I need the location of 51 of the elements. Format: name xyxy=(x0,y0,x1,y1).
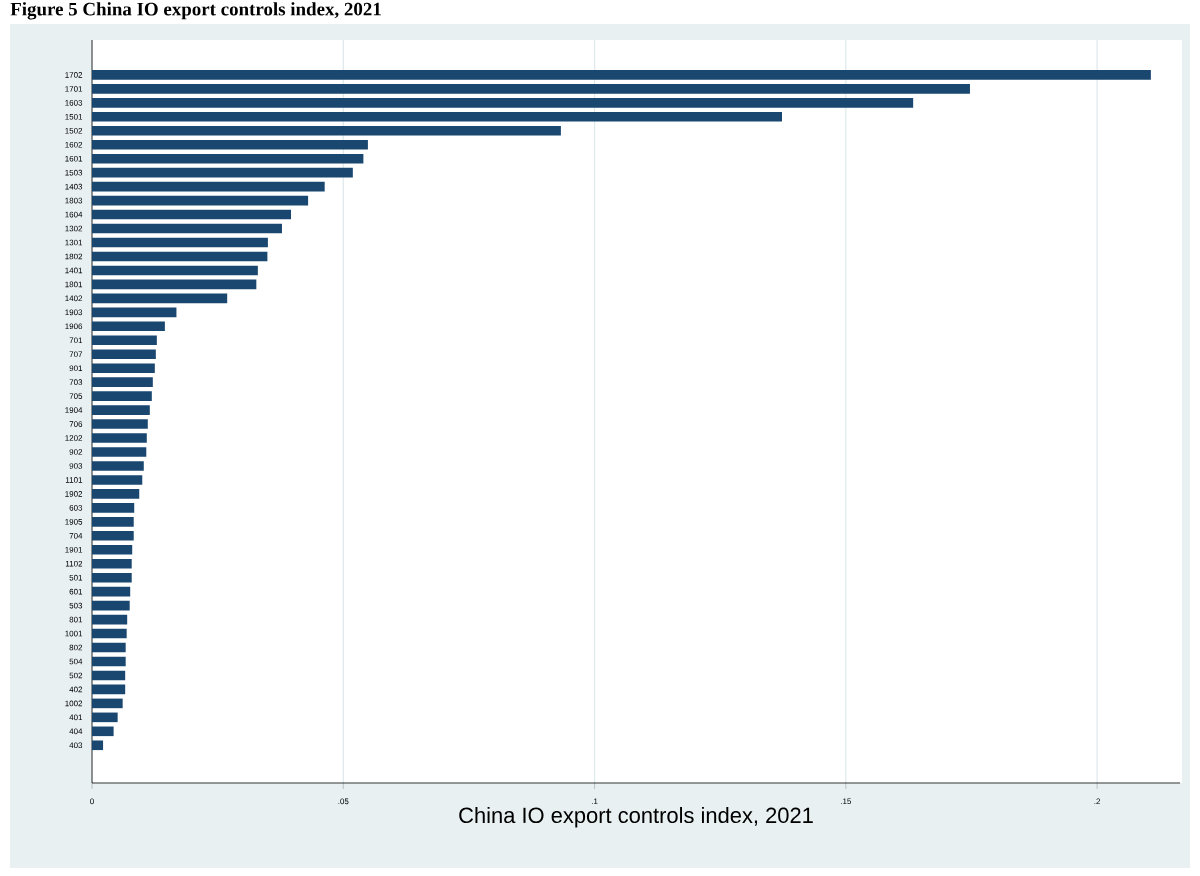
bar xyxy=(92,475,143,485)
bar xyxy=(92,740,104,751)
bar xyxy=(92,125,561,136)
bar xyxy=(92,712,118,723)
bar xyxy=(92,98,914,108)
bar xyxy=(92,335,157,346)
bar xyxy=(92,377,153,387)
bar xyxy=(92,195,309,206)
bar xyxy=(92,181,325,192)
bar xyxy=(92,628,127,639)
bar xyxy=(92,405,150,415)
bar xyxy=(92,698,123,709)
bar xyxy=(92,167,353,178)
bar xyxy=(92,223,282,234)
bar xyxy=(92,558,132,569)
bar xyxy=(92,684,126,695)
bar xyxy=(92,461,144,471)
x-axis-title: China IO export controls index, 2021 xyxy=(459,806,813,828)
bar xyxy=(92,209,292,220)
bar xyxy=(92,517,134,527)
bar xyxy=(92,293,228,304)
bar xyxy=(92,70,1151,80)
bar xyxy=(92,503,135,513)
bar xyxy=(92,489,140,499)
bar xyxy=(92,419,148,429)
bar xyxy=(92,139,368,150)
bar xyxy=(92,237,268,248)
bar xyxy=(92,726,114,737)
bar xyxy=(92,614,128,625)
bar xyxy=(92,586,131,597)
bar xyxy=(92,656,126,667)
bar xyxy=(92,84,970,94)
bar xyxy=(92,321,165,332)
bar xyxy=(92,670,126,681)
bar xyxy=(92,391,152,401)
bar xyxy=(92,642,126,653)
bar xyxy=(92,251,268,262)
bar xyxy=(92,433,147,443)
bar xyxy=(92,349,156,360)
chart-title: Figure 5 China IO export controls index, 2021 xyxy=(10,2,381,20)
bar xyxy=(92,307,177,318)
bar xyxy=(92,544,133,555)
bar xyxy=(92,265,258,276)
bar xyxy=(92,153,364,164)
bar xyxy=(92,572,132,583)
bar xyxy=(92,363,155,373)
bar xyxy=(92,112,782,122)
bar xyxy=(92,447,147,457)
bar xyxy=(92,279,257,290)
bar xyxy=(92,530,134,541)
bar xyxy=(92,600,130,611)
